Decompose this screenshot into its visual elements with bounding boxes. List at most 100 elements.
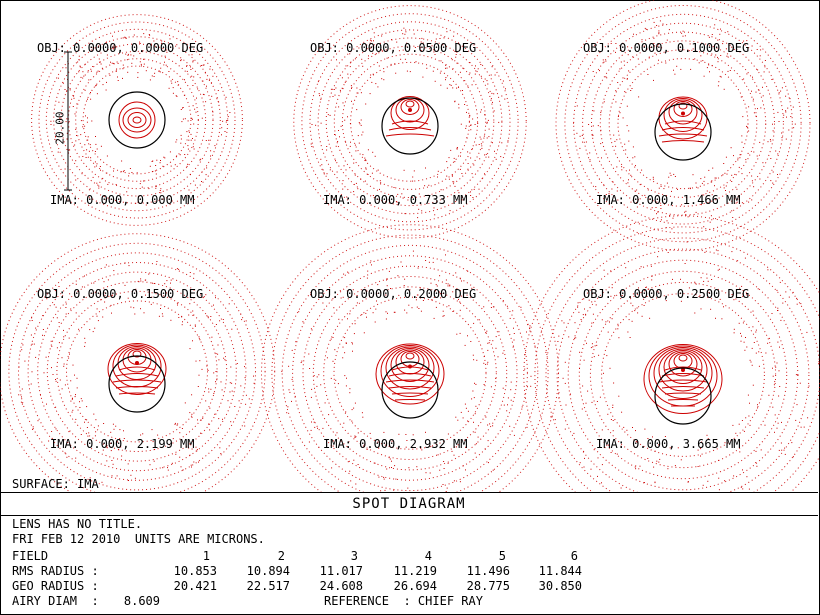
spot-point: [160, 188, 162, 190]
spot-point: [736, 44, 738, 46]
spot-point: [241, 319, 243, 321]
spot-point: [129, 168, 131, 169]
spot-point: [759, 55, 761, 57]
spot-point: [192, 61, 194, 63]
spot-point: [187, 148, 189, 150]
spot-point: [203, 64, 205, 66]
spot-point: [70, 400, 72, 402]
spot-point: [388, 270, 390, 272]
spot-point: [100, 63, 102, 65]
spot-point: [706, 277, 708, 279]
spot-point: [229, 391, 231, 393]
spot-point: [347, 116, 348, 118]
spot-point: [610, 270, 612, 272]
spot-point: [75, 457, 77, 459]
spot-point: [751, 347, 753, 349]
ray-ring: [301, 13, 519, 231]
spot-point: [393, 187, 395, 188]
spot-point: [584, 308, 585, 310]
spot-point: [477, 68, 479, 70]
spot-point: [494, 150, 495, 152]
spot-point: [203, 94, 205, 96]
spot-point: [767, 141, 769, 143]
spot-point: [188, 139, 190, 141]
spot-point: [473, 164, 475, 166]
spot-point: [338, 318, 340, 320]
spot-point: [193, 123, 195, 125]
spot-point: [477, 436, 479, 438]
spot-point: [681, 32, 683, 34]
spot-point: [650, 265, 652, 267]
airy-disk: [108, 91, 166, 149]
spot-point: [617, 82, 619, 83]
spot-point: [112, 35, 113, 37]
spot-point: [647, 438, 649, 439]
spot-point: [558, 392, 560, 394]
spot-point: [163, 156, 165, 158]
spot-point: [134, 477, 136, 479]
spot-point: [148, 188, 150, 190]
spot-point: [208, 391, 210, 393]
spot-point: [731, 46, 733, 48]
spot-point: [194, 324, 196, 326]
ray-ring: [31, 14, 243, 226]
spot-point: [57, 77, 59, 79]
caustic-arc: [667, 399, 699, 401]
spot-point: [467, 163, 469, 164]
spot-point: [231, 390, 233, 392]
spot-point: [351, 100, 352, 102]
spot-point: [627, 54, 629, 56]
spot-point: [742, 293, 744, 295]
spot-point: [84, 342, 86, 344]
spot-point: [365, 160, 367, 162]
spot-point: [315, 124, 317, 126]
spot-point: [758, 89, 760, 91]
spot-point: [470, 157, 472, 159]
spot-point: [741, 135, 743, 137]
spot-point: [190, 133, 192, 135]
spot-point: [776, 427, 778, 429]
spot-point: [680, 68, 682, 70]
spot-point: [582, 385, 584, 387]
spot-point: [87, 98, 88, 100]
spot-point: [601, 157, 602, 159]
spot-point: [205, 294, 207, 296]
spot-point: [200, 158, 202, 160]
spot-point: [422, 76, 424, 78]
spot-point: [612, 407, 614, 408]
spot-point: [92, 176, 94, 178]
spot-point: [582, 314, 584, 316]
spot-point: [430, 446, 432, 448]
spot-point: [597, 475, 598, 477]
spot-point: [77, 61, 79, 63]
spot-point: [178, 84, 180, 86]
spot-point: [342, 88, 344, 90]
spot-point: [493, 93, 495, 95]
spot-point: [406, 440, 408, 441]
spot-point: [69, 149, 71, 151]
spot-point: [346, 377, 347, 379]
spot-point: [96, 308, 98, 310]
spot-point: [174, 422, 176, 424]
spot-point: [66, 132, 68, 134]
spot-point: [90, 70, 92, 72]
spot-point: [777, 153, 779, 155]
spot-point: [225, 121, 227, 123]
spot-point: [84, 421, 85, 423]
spot-point: [724, 480, 726, 482]
spot-point: [89, 329, 91, 331]
spot-point: [746, 294, 748, 296]
spot-point: [720, 76, 722, 78]
spot-point: [105, 264, 107, 266]
spot-point: [480, 75, 482, 77]
spot-point: [80, 120, 82, 122]
spot-point: [94, 166, 96, 168]
spot-point: [320, 122, 322, 124]
spot-point: [778, 370, 780, 372]
caustic-arc: [112, 379, 162, 383]
spot-point: [480, 64, 482, 65]
spot-point: [42, 315, 44, 317]
spot-point: [365, 103, 367, 105]
spot-point: [248, 398, 250, 400]
ray-ring: [0, 233, 276, 492]
